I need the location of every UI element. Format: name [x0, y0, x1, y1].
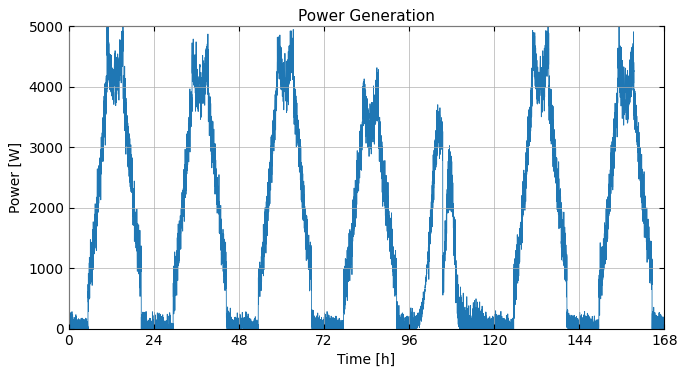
Y-axis label: Power [W]: Power [W]: [9, 142, 23, 213]
Title: Power Generation: Power Generation: [298, 9, 435, 24]
X-axis label: Time [h]: Time [h]: [338, 353, 395, 367]
